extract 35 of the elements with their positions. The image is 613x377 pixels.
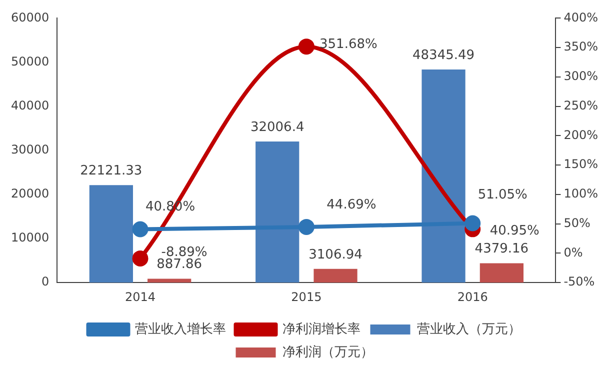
data-label: 32006.4 (250, 120, 304, 135)
data-label: 40.95% (490, 224, 540, 239)
data-label: 48345.49 (412, 48, 475, 63)
y-tick-label: 10000 (10, 230, 50, 245)
y-tick-label: 60000 (10, 10, 50, 24)
y-tick-label: 0 (42, 274, 50, 289)
y-tick-label: 40000 (10, 98, 50, 112)
y2-tick-label: 350% (564, 40, 598, 54)
y2-tick-label: 150% (564, 157, 598, 172)
y2-tick-label: -50% (564, 274, 595, 289)
y2-tick-label: 300% (564, 69, 598, 84)
y-tick-label: 30000 (10, 142, 50, 157)
data-label: 3106.94 (308, 247, 362, 262)
y2-tick-label: 250% (564, 98, 598, 112)
data-label: 44.69% (326, 197, 376, 212)
x-tick-label: 2014 (124, 290, 156, 304)
data-label: 22121.33 (80, 163, 142, 178)
data-label: 351.68% (320, 36, 378, 52)
data-label: 4379.16 (474, 242, 529, 257)
y2-tick-label: 400% (564, 10, 598, 24)
y2-tick-label: 50% (564, 216, 590, 230)
legend-label: 营业收入增长率 (134, 320, 226, 337)
legend-label: 净利润（万元） (282, 344, 374, 360)
data-label: 887.86 (156, 257, 202, 272)
y-tick-label: 20000 (10, 186, 50, 201)
x-tick-label: 2016 (457, 290, 488, 304)
data-label: -8.89% (161, 244, 208, 260)
y-tick-label: 50000 (10, 54, 50, 68)
legend-label: 营业收入（万元） (416, 322, 521, 337)
legend-label: 净利润增长率 (282, 320, 360, 337)
data-label: 51.05% (478, 188, 528, 203)
x-tick-label: 2015 (291, 290, 322, 304)
y2-tick-label: 200% (564, 128, 598, 142)
y2-tick-label: 0% (564, 245, 583, 260)
y2-tick-label: 100% (564, 186, 598, 201)
